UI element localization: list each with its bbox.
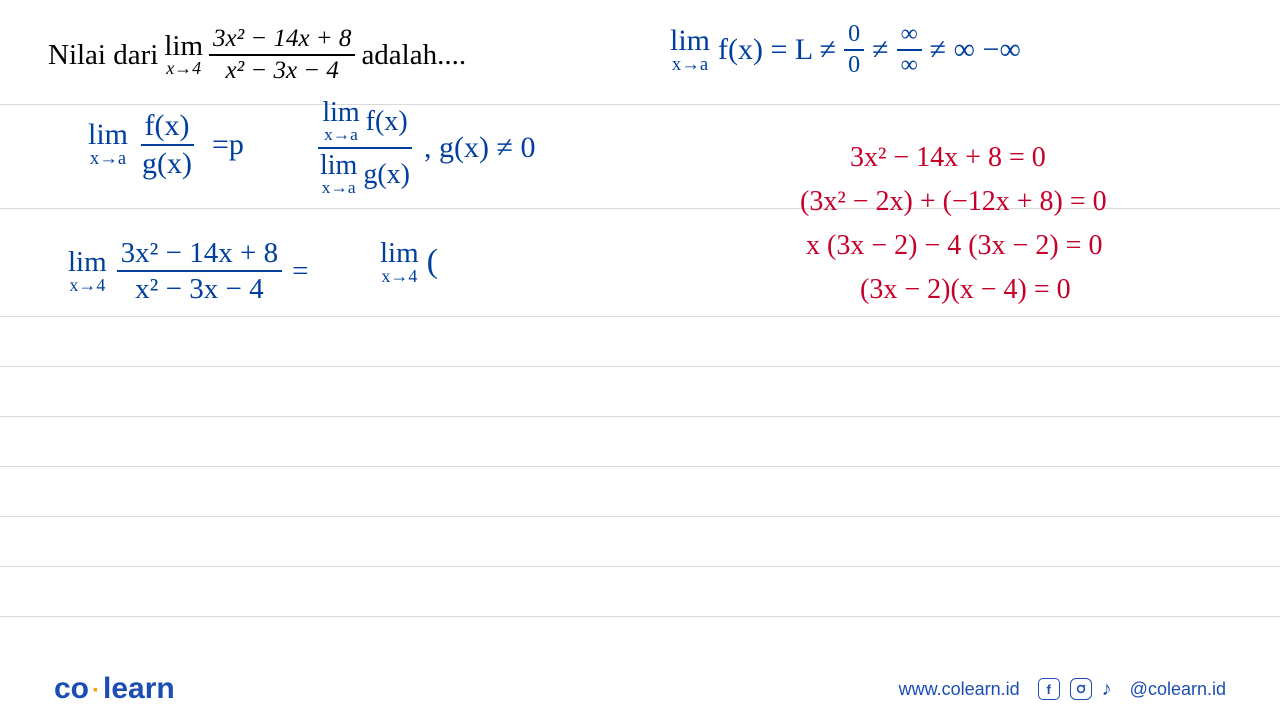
- lim-icon: lim x→4: [380, 240, 419, 285]
- note-applied-lhs: lim x→4 3x² − 14x + 8 x² − 3x − 4 =: [68, 238, 308, 305]
- frac-f-g: f(x) g(x): [138, 110, 196, 179]
- frac-applied: 3x² − 14x + 8 x² − 3x − 4: [117, 238, 282, 305]
- lim-icon: lim x→4: [68, 249, 107, 294]
- frac-0-0: 0 0: [844, 22, 864, 78]
- footer-handle[interactable]: @colearn.id: [1130, 679, 1226, 700]
- note-factoring-line-1: 3x² − 14x + 8 = 0: [850, 142, 1046, 174]
- facebook-icon[interactable]: f: [1038, 678, 1060, 700]
- footer-bar: co · learn www.colearn.id f ♪ @colearn.i…: [0, 658, 1280, 720]
- ruled-lines: [0, 0, 1280, 720]
- note-factoring-line-2: (3x² − 2x) + (−12x + 8) = 0: [800, 186, 1107, 218]
- frac-inf-inf: ∞ ∞: [897, 22, 922, 78]
- question-prefix: Nilai dari: [48, 39, 158, 72]
- frac-of-limits: lim x→a f(x) lim x→a g(x): [316, 100, 414, 196]
- question-text: Nilai dari lim x→4 3x² − 14x + 8 x² − 3x…: [48, 26, 466, 85]
- note-quotient-rule-lhs: lim x→a f(x) g(x) =p: [88, 110, 244, 179]
- note-factoring-line-3: x (3x − 2) − 4 (3x − 2) = 0: [806, 230, 1102, 262]
- question-suffix: adalah....: [361, 39, 466, 72]
- footer-url[interactable]: www.colearn.id: [899, 679, 1020, 700]
- note-quotient-rule-rhs: lim x→a f(x) lim x→a g(x) , g(x) ≠ 0: [316, 100, 535, 196]
- tiktok-icon[interactable]: ♪: [1102, 678, 1112, 701]
- question-lim: lim x→4: [164, 33, 203, 78]
- note-factoring-line-4: (3x − 2)(x − 4) = 0: [860, 274, 1071, 306]
- footer-right: www.colearn.id f ♪ @colearn.id: [899, 678, 1226, 701]
- note-indeterminate-forms: lim x→a f(x) = L ≠ 0 0 ≠ ∞ ∞ ≠ ∞ −∞: [670, 22, 1021, 78]
- lim-icon: lim x→a: [670, 27, 710, 73]
- social-icons: f ♪: [1038, 678, 1112, 701]
- note-applied-rhs: lim x→4 (: [380, 240, 438, 285]
- instagram-icon[interactable]: [1070, 678, 1092, 700]
- brand-logo: co · learn: [54, 672, 175, 706]
- lim-icon: lim x→a: [88, 121, 128, 167]
- dot-icon: ·: [92, 677, 100, 705]
- question-fraction: 3x² − 14x + 8 x² − 3x − 4: [209, 26, 355, 85]
